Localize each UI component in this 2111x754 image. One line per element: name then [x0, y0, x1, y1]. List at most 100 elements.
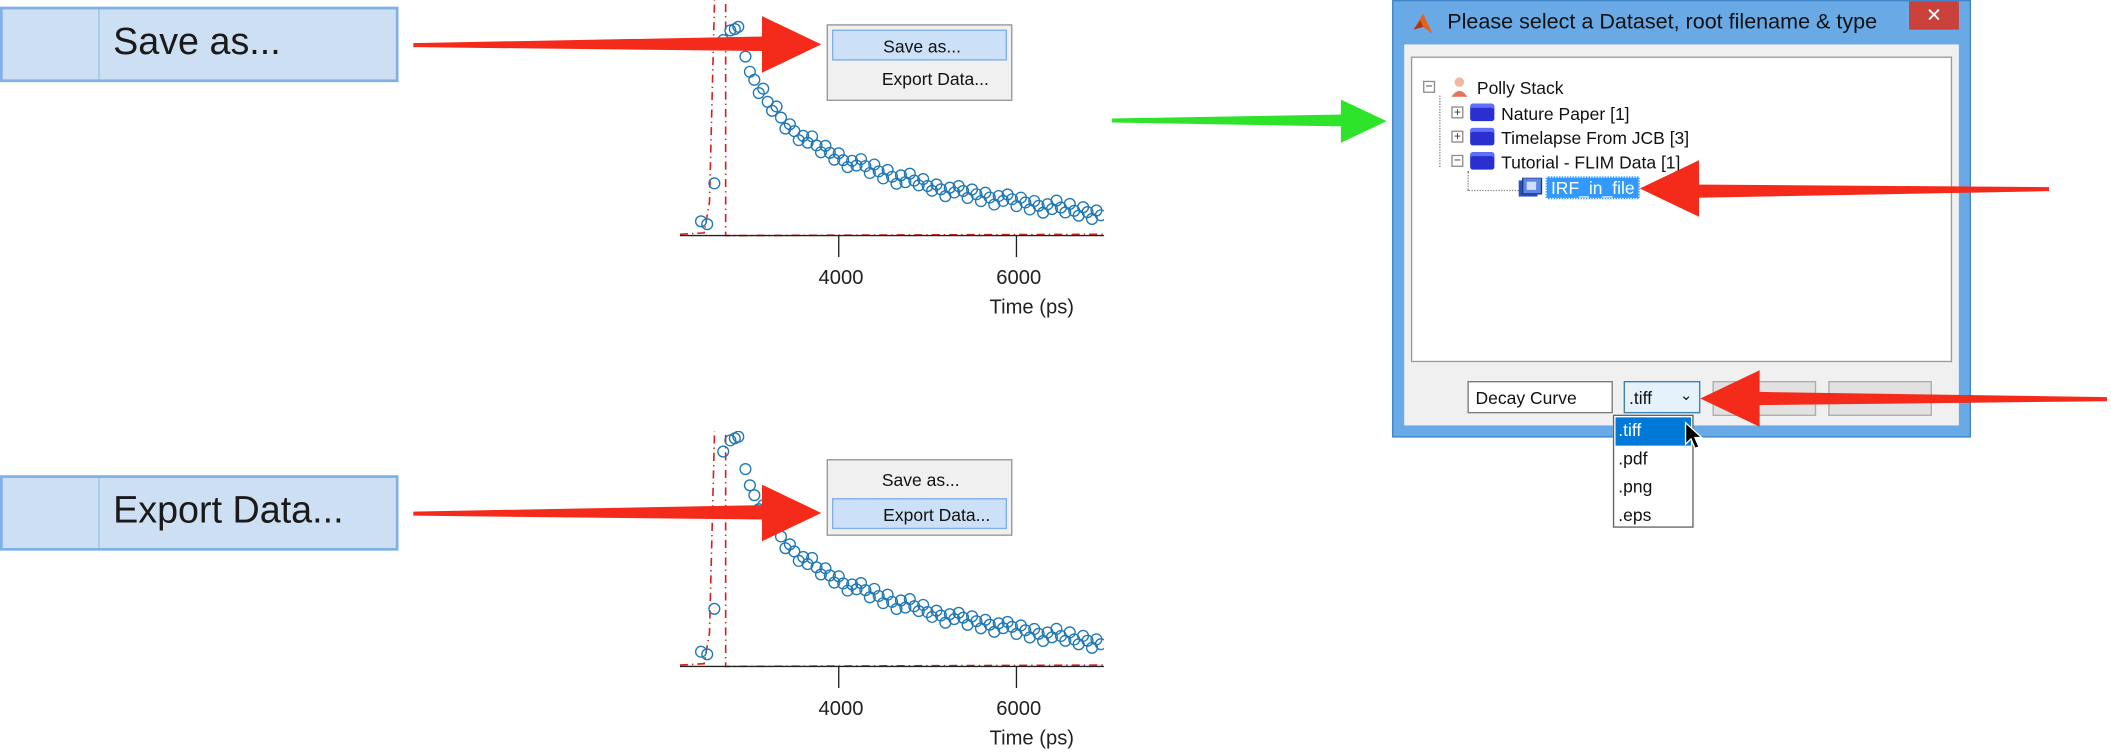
- data-point: [801, 558, 814, 571]
- data-point: [970, 188, 983, 201]
- menu-item-save-as[interactable]: Save as...: [832, 29, 1008, 61]
- mouse-cursor-icon: [1684, 421, 1704, 450]
- data-point: [694, 645, 708, 658]
- data-point: [752, 86, 765, 100]
- data-point: [983, 191, 996, 204]
- x-axis-label: Time (ps): [990, 297, 1075, 319]
- data-point: [819, 139, 832, 152]
- data-point: [859, 160, 872, 173]
- data-point: [886, 595, 899, 608]
- data-point: [850, 583, 863, 596]
- data-point: [757, 82, 770, 95]
- data-point: [957, 184, 970, 197]
- data-point: [783, 538, 796, 551]
- data-point: [739, 462, 752, 476]
- option-pdf[interactable]: .pdf: [1618, 448, 1648, 469]
- data-point: [859, 584, 872, 597]
- option-eps[interactable]: .eps: [1618, 504, 1652, 526]
- data-point: [1063, 626, 1076, 639]
- data-point: [708, 602, 721, 615]
- data-point: [837, 577, 850, 590]
- dataset-file-icon: [1518, 177, 1543, 197]
- zoomed-export-data-item[interactable]: Export Data...: [0, 475, 399, 551]
- data-point: [997, 194, 1010, 207]
- data-point: [717, 445, 730, 458]
- data-point: [948, 186, 961, 199]
- data-point: [1094, 209, 1104, 222]
- x-tick-label-6000: 6000: [996, 698, 1041, 720]
- expand-icon[interactable]: +: [1451, 106, 1464, 119]
- data-point: [828, 576, 841, 589]
- data-point: [841, 584, 854, 597]
- file-type-value: .tiff: [1629, 387, 1653, 408]
- data-point: [948, 612, 961, 626]
- dataset-tree[interactable]: − Polly Stack + Nature Paper [1] + Timel…: [1410, 56, 1953, 363]
- decay-scatter: [679, 0, 1104, 237]
- root-filename-input[interactable]: Decay Curve: [1467, 381, 1613, 414]
- data-point: [779, 122, 792, 135]
- data-point: [868, 158, 881, 171]
- data-point: [934, 183, 947, 196]
- plot-context-menu: Save as... Export Data...: [826, 459, 1013, 536]
- collapse-icon[interactable]: −: [1423, 80, 1436, 93]
- data-point: [819, 562, 832, 575]
- data-point: [823, 569, 836, 582]
- data-point: [868, 582, 881, 595]
- data-point: [732, 430, 745, 443]
- x-tick-label-6000: 6000: [996, 267, 1041, 289]
- menu-gutter: [98, 9, 100, 80]
- data-point: [743, 479, 756, 492]
- expand-icon[interactable]: +: [1451, 130, 1464, 143]
- data-point: [881, 588, 894, 601]
- menu-item-export-data[interactable]: Export Data...: [832, 498, 1008, 530]
- dialog-client: − Polly Stack + Nature Paper [1] + Timel…: [1404, 44, 1959, 426]
- data-point: [872, 165, 885, 178]
- red-arrow-export-data: [413, 484, 822, 542]
- tree-item-label: IRF_in_file: [1545, 176, 1640, 200]
- data-point: [779, 542, 792, 555]
- collapse-icon[interactable]: −: [1451, 154, 1464, 167]
- folder-icon: [1470, 152, 1495, 170]
- x-axis-label: Time (ps): [990, 728, 1075, 750]
- data-point: [1081, 634, 1094, 647]
- chevron-down-icon: ⌄: [1679, 387, 1693, 404]
- data-point: [1019, 196, 1032, 209]
- data-point: [832, 570, 845, 583]
- user-icon: [1451, 77, 1468, 97]
- data-point: [1005, 620, 1019, 633]
- data-point: [1005, 193, 1019, 206]
- save-dialog: Please select a Dataset, root filename &…: [1392, 0, 1971, 438]
- green-arrow: [1112, 99, 1387, 143]
- tree-item-label: Tutorial - FLIM Data [1]: [1501, 152, 1681, 173]
- data-point: [903, 167, 916, 180]
- zoomed-save-as-item[interactable]: Save as...: [0, 6, 399, 83]
- tree-root-label: Polly Stack: [1476, 78, 1564, 99]
- menu-item-export-data[interactable]: Export Data...: [881, 68, 989, 89]
- data-point: [814, 146, 828, 159]
- menu-item-save-as[interactable]: Save as...: [881, 469, 960, 491]
- data-point: [694, 215, 708, 228]
- data-point: [854, 153, 868, 166]
- data-point: [792, 134, 805, 147]
- data-point: [970, 615, 983, 628]
- data-point: [894, 169, 908, 182]
- data-point: [732, 20, 745, 33]
- menu-gutter: [98, 477, 100, 548]
- decay-plot-svg: 4000 6000 Time (ps): [679, 430, 1104, 750]
- data-point: [850, 159, 863, 172]
- data-point: [957, 611, 970, 624]
- data-point: [739, 50, 752, 63]
- data-point: [912, 605, 925, 618]
- option-png[interactable]: .png: [1618, 476, 1653, 497]
- data-point: [701, 648, 714, 661]
- option-tiff[interactable]: .tiff: [1615, 417, 1691, 446]
- matlab-icon: [1413, 13, 1433, 34]
- data-point: [814, 568, 828, 581]
- data-point: [1094, 638, 1104, 651]
- data-point: [1050, 194, 1063, 207]
- file-type-select[interactable]: .tiff ⌄: [1623, 381, 1701, 414]
- data-point: [934, 609, 947, 622]
- x-tick-label-4000: 4000: [819, 267, 864, 289]
- close-button[interactable]: ✕: [1909, 1, 1959, 30]
- folder-icon: [1470, 103, 1495, 122]
